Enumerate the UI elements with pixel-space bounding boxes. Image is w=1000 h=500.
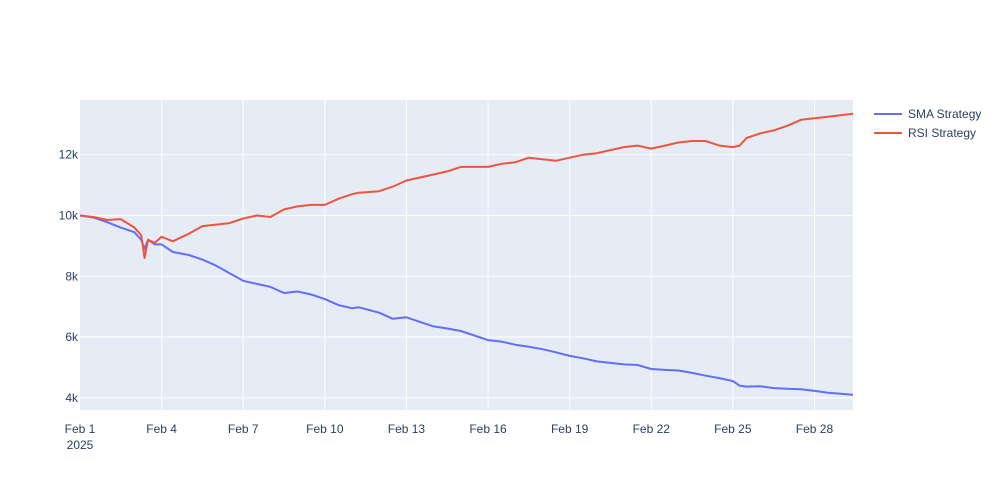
x-tick-label: Feb 13 <box>388 422 426 436</box>
plot-background <box>80 100 853 410</box>
x-tick-label: Feb 22 <box>633 422 671 436</box>
x-tick-label: Feb 16 <box>469 422 507 436</box>
y-tick-label: 12k <box>59 148 79 162</box>
x-tick-label: Feb 10 <box>306 422 344 436</box>
x-axis-ticks: Feb 1 2025 Feb 4 Feb 7 Feb 10 Feb 13 Feb 16 Feb… <box>65 422 834 452</box>
x-tick-label: Feb 28 <box>796 422 834 436</box>
legend-label: SMA Strategy <box>908 107 981 121</box>
legend: SMA Strategy RSI Strategy <box>874 107 981 140</box>
series-line-sma-strategy <box>79 214 854 396</box>
y-tick-label: 4k <box>65 391 79 405</box>
x-tick-label: Feb 19 <box>551 422 589 436</box>
x-tick-label: Feb 7 <box>228 422 259 436</box>
series-line-rsi-strategy <box>79 112 854 259</box>
y-tick-label: 8k <box>65 269 79 283</box>
series-layer <box>79 112 854 396</box>
x-tick-label: Feb 1 <box>65 422 96 436</box>
gridlines <box>80 100 853 410</box>
legend-item[interactable]: SMA Strategy <box>874 107 981 121</box>
x-tick-label: Feb 4 <box>146 422 177 436</box>
y-axis-ticks: 4k 6k 8k 10k 12k <box>59 148 79 405</box>
legend-item[interactable]: RSI Strategy <box>874 126 976 140</box>
x-tick-label: Feb 25 <box>714 422 752 436</box>
x-tick-sublabel: 2025 <box>67 438 94 452</box>
legend-label: RSI Strategy <box>908 126 976 140</box>
y-tick-label: 10k <box>59 208 79 222</box>
y-tick-label: 6k <box>65 330 79 344</box>
